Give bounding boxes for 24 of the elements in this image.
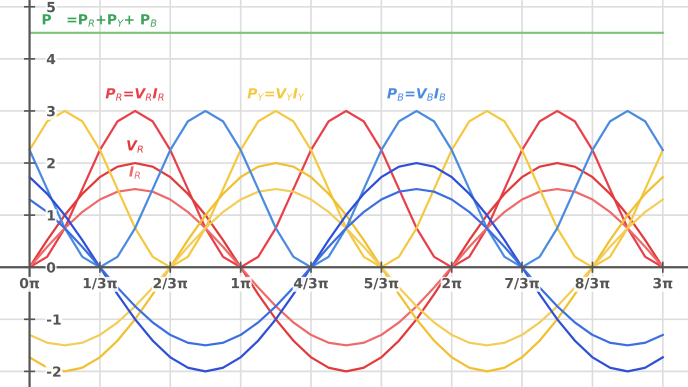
y-tick-label: -2: [46, 366, 60, 377]
annotation: P =P$_{R}$+P$_{Y}$+ P$_{B}$: [42, 14, 156, 27]
x-tick-label: 2π: [442, 278, 462, 288]
y-tick-label: -1: [46, 314, 61, 325]
x-tick-label: 2/3π: [154, 278, 188, 290]
y-tick-label: 4: [46, 54, 56, 64]
y-tick-label: 0: [46, 262, 56, 273]
x-tick-label: 1/3π: [84, 278, 117, 290]
y-tick-label: 1: [48, 210, 55, 220]
series-label: P$_{R}$=V$_{R}$I$_{R}$: [106, 88, 164, 101]
y-tick-label: 2: [47, 158, 55, 168]
y-tick-label: 5: [47, 2, 55, 12]
x-tick-label: 3π: [653, 278, 672, 288]
x-tick-label: 8/3π: [576, 278, 610, 290]
series-label: I$_{R}$: [129, 166, 140, 179]
x-tick-label: 7/3π: [505, 278, 539, 290]
x-tick-label: 4/3π: [294, 278, 328, 290]
series-label: P$_{B}$=V$_{B}$I$_{B}$: [387, 88, 446, 101]
x-tick-label: 0π: [20, 278, 40, 288]
series-label: P$_{Y}$=V$_{Y}$I$_{Y}$: [247, 88, 305, 101]
y-tick-label: 3: [47, 106, 55, 116]
x-tick-label: 1π: [232, 278, 250, 288]
x-tick-label: 5/3π: [364, 278, 398, 290]
series-label: V$_{R}$: [127, 140, 143, 153]
